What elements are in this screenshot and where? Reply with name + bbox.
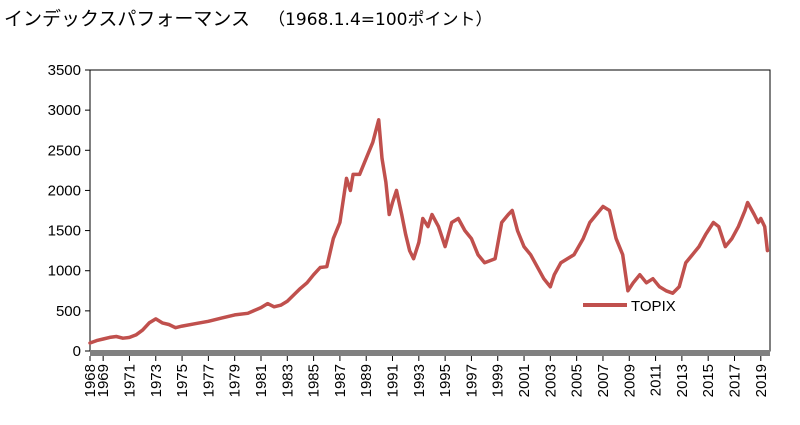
x-tick-label: 1989 [358, 364, 375, 397]
x-tick-label: 1979 [227, 364, 244, 397]
x-tick-label: 1993 [411, 364, 428, 397]
x-tick-label: 1991 [385, 364, 402, 397]
topix-series-line [88, 118, 770, 345]
legend: TOPIX [583, 298, 676, 315]
chart-title-text: インデックスパフォーマンス [4, 8, 251, 30]
x-tick-label: 1968 [82, 364, 99, 397]
y-tick-label: 1000 [48, 263, 81, 280]
x-tick-label: 1969 [95, 364, 112, 397]
y-tick-label: 0 [73, 343, 81, 360]
x-axis-line [90, 350, 770, 356]
y-tick-label: 2000 [48, 182, 81, 199]
x-tick-label: 2019 [753, 364, 770, 397]
legend-label-topix: TOPIX [631, 298, 676, 315]
x-tick-label: 1971 [121, 364, 138, 397]
x-tick-label: 2005 [569, 364, 586, 397]
x-tick-label: 1999 [490, 364, 507, 397]
x-tick-label: 1977 [200, 364, 217, 397]
y-tick-label: 1500 [48, 223, 81, 240]
x-tick-label: 2017 [726, 364, 743, 397]
x-tick-label: 1975 [174, 364, 191, 397]
y-tick-label: 2500 [48, 142, 81, 159]
x-tick-label: 1973 [148, 364, 165, 397]
x-tick-label: 2015 [700, 364, 717, 397]
chart-subtitle: （1968.1.4=100ポイント） [268, 10, 493, 30]
x-tick-label: 1987 [332, 364, 349, 397]
x-tick-label: 2007 [595, 364, 612, 397]
x-tick-label: 1997 [463, 364, 480, 397]
x-tick-label: 2009 [621, 364, 638, 397]
y-tick-label: 3000 [48, 102, 81, 119]
x-tick-label: 2013 [674, 364, 691, 397]
x-tick-label: 2003 [542, 364, 559, 397]
y-tick-label: 3500 [48, 62, 81, 79]
chart-title: インデックスパフォーマンス （1968.1.4=100ポイント） [4, 4, 492, 31]
x-tick-label: 1985 [306, 364, 323, 397]
y-tick-label: 500 [56, 303, 81, 320]
x-tick-label: 2011 [648, 364, 665, 396]
x-tick-label: 1995 [437, 364, 454, 397]
x-tick-label: 1983 [279, 364, 296, 397]
x-tick-label: 2001 [516, 364, 533, 397]
x-tick-label: 1981 [253, 364, 270, 397]
